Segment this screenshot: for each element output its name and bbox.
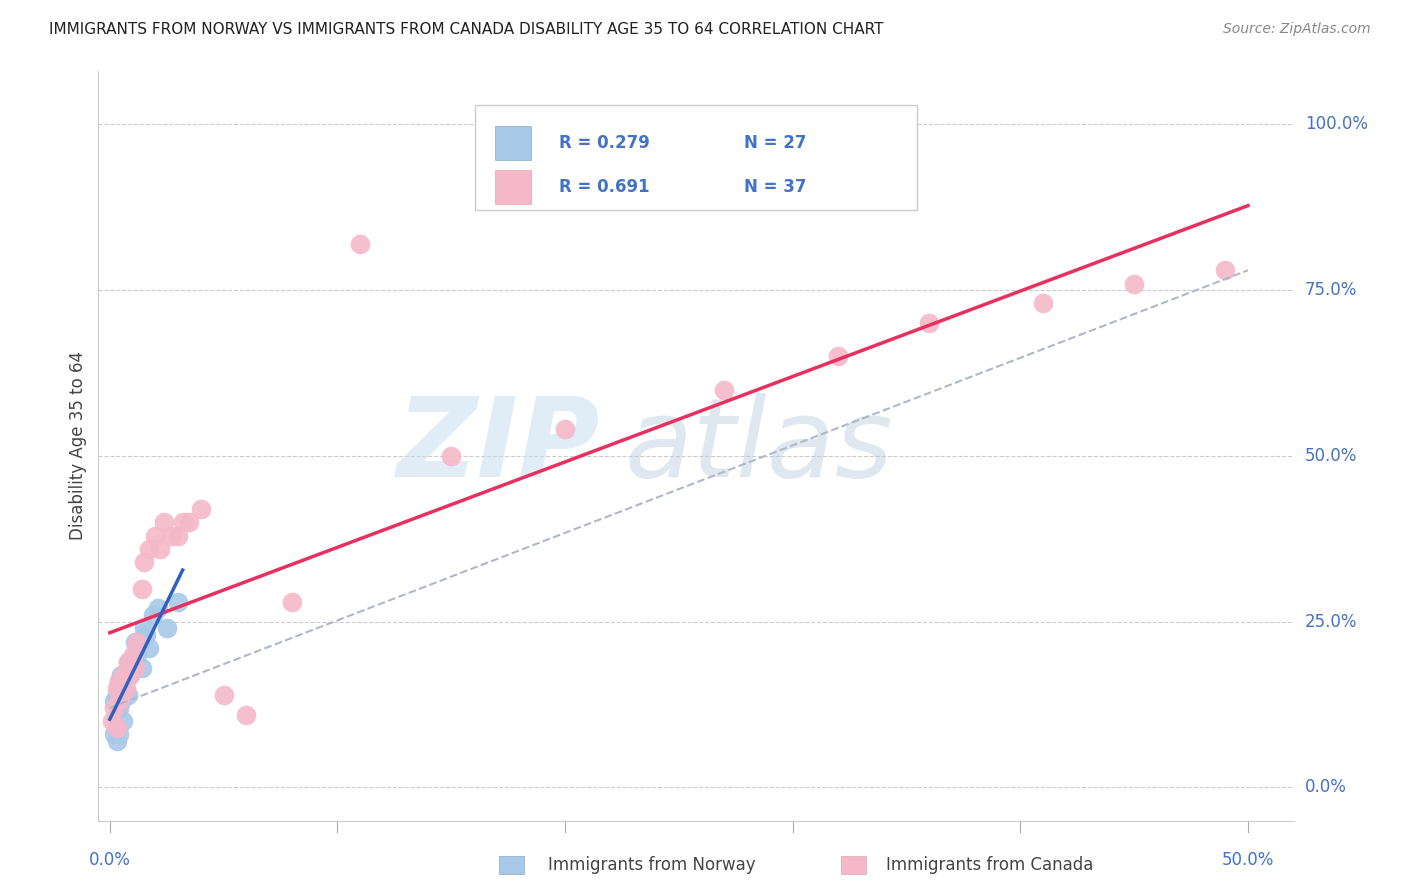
Point — [146, 601, 169, 615]
Text: 0.0%: 0.0% — [1305, 779, 1347, 797]
Point — [153, 515, 176, 529]
Point — [554, 422, 576, 436]
Text: N = 27: N = 27 — [744, 134, 806, 152]
Point — [117, 655, 139, 669]
Point — [108, 674, 131, 689]
Text: R = 0.691: R = 0.691 — [558, 178, 650, 195]
Text: Source: ZipAtlas.com: Source: ZipAtlas.com — [1223, 22, 1371, 37]
Text: ZIP: ZIP — [396, 392, 600, 500]
Point — [108, 727, 131, 741]
Point — [114, 667, 136, 681]
Point — [103, 701, 125, 715]
Point — [120, 667, 142, 681]
Point — [149, 541, 172, 556]
Point — [121, 655, 143, 669]
Point — [131, 582, 153, 596]
Point — [1123, 277, 1146, 291]
Point — [103, 727, 125, 741]
Point — [101, 714, 124, 728]
Point — [110, 694, 132, 708]
Text: 50.0%: 50.0% — [1222, 851, 1274, 869]
Point — [167, 595, 190, 609]
Point — [127, 634, 149, 648]
Point — [138, 641, 160, 656]
Point — [281, 595, 304, 609]
Point — [167, 528, 190, 542]
Point — [440, 449, 463, 463]
Point — [160, 528, 183, 542]
Text: 25.0%: 25.0% — [1305, 613, 1357, 631]
Point — [179, 515, 201, 529]
Text: Immigrants from Norway: Immigrants from Norway — [548, 856, 756, 874]
Bar — [495, 126, 531, 160]
Point — [138, 541, 160, 556]
Point — [212, 688, 235, 702]
Point — [349, 236, 371, 251]
Point — [120, 667, 142, 681]
Point — [121, 648, 143, 662]
Point — [108, 701, 131, 715]
Point — [110, 667, 132, 681]
Point — [110, 688, 132, 702]
Text: R = 0.279: R = 0.279 — [558, 134, 650, 152]
Text: 100.0%: 100.0% — [1305, 115, 1368, 134]
Point — [105, 688, 128, 702]
Y-axis label: Disability Age 35 to 64: Disability Age 35 to 64 — [69, 351, 87, 541]
Point — [128, 634, 150, 648]
Text: N = 37: N = 37 — [744, 178, 806, 195]
Point — [112, 681, 135, 695]
Point — [117, 688, 139, 702]
Point — [142, 608, 165, 623]
Point — [135, 628, 157, 642]
Point — [132, 555, 155, 569]
Point — [124, 634, 146, 648]
Point — [143, 528, 166, 542]
Text: IMMIGRANTS FROM NORWAY VS IMMIGRANTS FROM CANADA DISABILITY AGE 35 TO 64 CORRELA: IMMIGRANTS FROM NORWAY VS IMMIGRANTS FRO… — [49, 22, 884, 37]
Point — [918, 316, 941, 330]
Point — [117, 655, 139, 669]
Point — [1213, 263, 1236, 277]
Point — [127, 648, 149, 662]
Point — [235, 707, 257, 722]
Point — [713, 383, 735, 397]
Point — [105, 734, 128, 748]
Point — [112, 714, 135, 728]
Point — [105, 681, 128, 695]
Point — [108, 694, 131, 708]
Point — [124, 661, 146, 675]
Point — [132, 621, 155, 635]
Point — [190, 502, 212, 516]
Text: Immigrants from Canada: Immigrants from Canada — [886, 856, 1092, 874]
Point — [131, 661, 153, 675]
Point — [114, 681, 136, 695]
Point — [827, 350, 849, 364]
Point — [112, 667, 135, 681]
FancyBboxPatch shape — [475, 105, 917, 210]
Text: 0.0%: 0.0% — [89, 851, 131, 869]
Point — [105, 721, 128, 735]
Point — [172, 515, 194, 529]
Point — [156, 621, 179, 635]
Text: 75.0%: 75.0% — [1305, 281, 1357, 299]
Point — [108, 674, 131, 689]
Point — [1032, 296, 1054, 310]
Text: atlas: atlas — [624, 392, 893, 500]
Bar — [495, 169, 531, 203]
Text: 50.0%: 50.0% — [1305, 447, 1357, 465]
Point — [103, 694, 125, 708]
